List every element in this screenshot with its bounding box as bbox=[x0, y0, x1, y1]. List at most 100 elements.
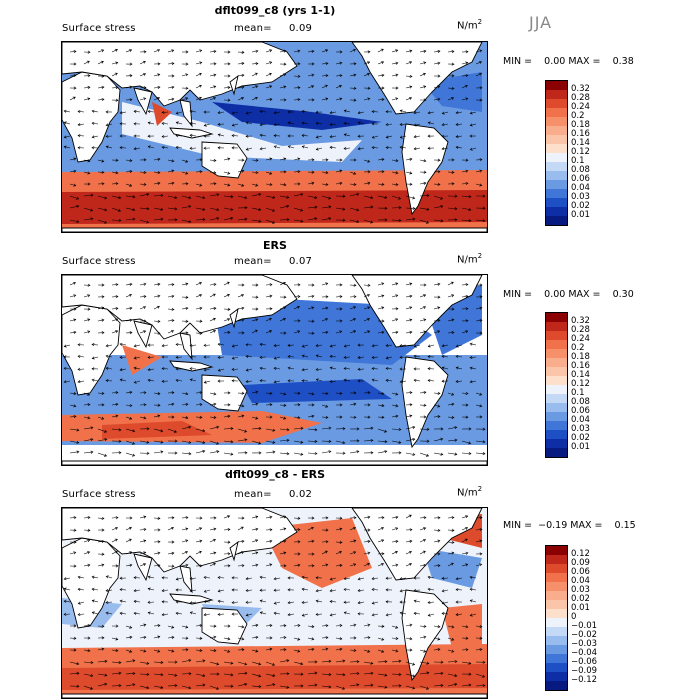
vector-shaft bbox=[218, 343, 225, 346]
vector-shaft bbox=[413, 589, 421, 591]
vector-shaft bbox=[344, 344, 351, 347]
vector-head bbox=[129, 390, 133, 394]
vector-head bbox=[258, 662, 262, 666]
vector-shaft bbox=[330, 601, 337, 603]
vector-head bbox=[395, 97, 399, 101]
vector-shaft bbox=[377, 392, 384, 395]
vector-head bbox=[423, 318, 427, 322]
vector-head bbox=[311, 98, 315, 102]
vector-head bbox=[440, 452, 444, 456]
vector-head bbox=[269, 515, 273, 519]
vector-shaft bbox=[475, 319, 482, 322]
vector-head bbox=[325, 540, 329, 544]
vector-head bbox=[101, 295, 105, 299]
vector-head bbox=[479, 527, 483, 532]
vector-shaft bbox=[167, 527, 174, 531]
vector-head bbox=[339, 74, 343, 78]
vector-head bbox=[329, 135, 333, 139]
vector-head bbox=[212, 562, 216, 566]
vector-head bbox=[90, 438, 94, 442]
vector-shaft bbox=[251, 661, 261, 665]
vector-head bbox=[188, 440, 192, 444]
vector-shaft bbox=[120, 111, 127, 114]
vector-head bbox=[245, 134, 249, 138]
vector-shaft bbox=[125, 159, 132, 162]
vector-head bbox=[171, 294, 175, 298]
vector-head bbox=[129, 62, 133, 66]
vector-head bbox=[213, 635, 217, 639]
vector-head bbox=[87, 294, 91, 298]
vector-shaft bbox=[363, 330, 370, 334]
vector-shaft bbox=[218, 600, 225, 603]
vector-head bbox=[325, 282, 329, 286]
vector-shaft bbox=[97, 207, 107, 211]
vector-shaft bbox=[433, 319, 440, 322]
vector-head bbox=[367, 636, 371, 640]
vector-shaft bbox=[405, 438, 415, 442]
colorbar-swatch bbox=[546, 81, 567, 90]
landmass bbox=[169, 593, 214, 605]
vector-head bbox=[76, 450, 80, 454]
vector-shaft bbox=[405, 673, 415, 677]
vector-shaft bbox=[391, 159, 398, 162]
vector-head bbox=[245, 354, 249, 358]
vector-head bbox=[371, 588, 375, 592]
vector-head bbox=[160, 217, 164, 221]
vector-head bbox=[188, 205, 192, 209]
vector-head bbox=[241, 158, 245, 162]
vector-head bbox=[161, 613, 165, 617]
vector-head bbox=[157, 403, 161, 407]
vector-head bbox=[185, 648, 189, 652]
vector-shaft bbox=[237, 637, 244, 640]
vector-shaft bbox=[167, 170, 174, 173]
vector-shaft bbox=[195, 428, 205, 432]
vector-head bbox=[353, 551, 357, 555]
vector-head bbox=[101, 74, 105, 78]
vector-head bbox=[118, 451, 122, 455]
vector-head bbox=[115, 307, 119, 311]
vector-shaft bbox=[307, 85, 314, 89]
vector-head bbox=[482, 440, 486, 444]
vector-head bbox=[202, 659, 206, 663]
vector-head bbox=[311, 331, 315, 335]
vector-shaft bbox=[391, 404, 398, 407]
vector-head bbox=[423, 61, 427, 65]
vector-head bbox=[217, 122, 221, 126]
vector-shaft bbox=[321, 195, 331, 199]
colorbar-swatch bbox=[546, 162, 567, 171]
vector-head bbox=[115, 283, 119, 287]
vector-head bbox=[202, 429, 206, 433]
vector-head bbox=[455, 600, 459, 604]
vector-head bbox=[114, 72, 118, 76]
vector-shaft bbox=[335, 625, 342, 627]
vector-head bbox=[245, 379, 249, 384]
vector-head bbox=[258, 193, 262, 197]
vector-head bbox=[241, 61, 245, 65]
vector-shaft bbox=[419, 661, 429, 664]
vector-head bbox=[227, 74, 231, 78]
vector-head bbox=[101, 539, 105, 544]
vector-shaft bbox=[274, 111, 281, 114]
vector-shaft bbox=[335, 62, 342, 65]
vector-shaft bbox=[349, 171, 356, 175]
vector-shaft bbox=[447, 332, 454, 334]
vector-head bbox=[143, 86, 147, 90]
vector-shaft bbox=[321, 49, 328, 53]
vector-head bbox=[311, 62, 315, 66]
vector-shaft bbox=[391, 331, 398, 334]
vector-head bbox=[426, 207, 430, 211]
vector-shaft bbox=[153, 49, 160, 53]
colorbar-tick-label: −0.02 bbox=[571, 630, 598, 640]
vector-head bbox=[370, 220, 374, 224]
units-label-2: N/m2 bbox=[457, 252, 483, 266]
vector-shaft bbox=[279, 540, 286, 543]
colorbar-swatch bbox=[546, 672, 567, 681]
vector-head bbox=[199, 403, 203, 407]
vector-shaft bbox=[279, 660, 289, 663]
vector-shaft bbox=[372, 577, 379, 580]
vector-shaft bbox=[335, 637, 342, 640]
vector-shaft bbox=[190, 344, 197, 347]
vector-head bbox=[185, 97, 189, 101]
vector-shaft bbox=[461, 515, 468, 519]
vector-head bbox=[286, 428, 290, 432]
